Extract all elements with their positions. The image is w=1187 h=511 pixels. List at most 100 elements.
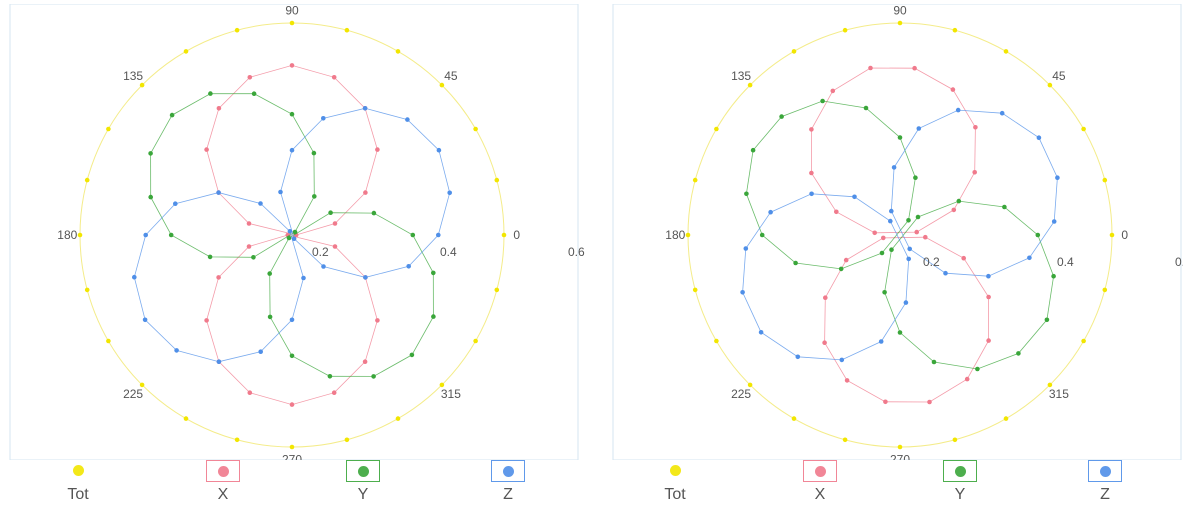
legend-swatch-box [658, 460, 692, 482]
data-point-z [173, 201, 178, 206]
legend-label: X [217, 486, 229, 503]
data-point-x [961, 255, 966, 261]
data-point-y [328, 210, 333, 215]
data-point-x [375, 147, 380, 152]
data-point-tot [84, 177, 90, 183]
data-point-x [216, 275, 221, 280]
data-point-y [409, 352, 415, 358]
series-x-lobe [824, 236, 989, 403]
data-point-tot [106, 338, 111, 344]
data-point-tot [1047, 382, 1053, 388]
data-point-z [258, 349, 263, 355]
data-point-z [216, 190, 221, 195]
data-point-y [431, 270, 436, 276]
data-point-tot [791, 416, 797, 421]
angular-tick-label: 0 [513, 228, 520, 242]
data-point-x [204, 147, 209, 152]
data-point-tot [747, 382, 753, 388]
data-point-x [289, 402, 295, 407]
legend-item-tot[interactable]: Tot [33, 460, 123, 508]
series-x [809, 65, 991, 405]
data-point-tot [494, 177, 500, 183]
data-point-tot [952, 437, 958, 443]
data-point-z [1027, 255, 1032, 261]
angular-tick-label: 135 [123, 69, 143, 83]
legend-item-z[interactable]: Z [1060, 460, 1150, 508]
data-point-z [1036, 135, 1042, 140]
data-point-z [852, 194, 857, 200]
data-point-y [897, 135, 903, 140]
data-point-x [914, 229, 919, 235]
data-point-tot [501, 232, 507, 238]
data-point-tot [692, 287, 698, 293]
data-point-z [289, 317, 295, 323]
data-point-tot [692, 177, 698, 183]
data-point-y [975, 366, 980, 372]
data-point-y [148, 194, 153, 200]
data-point-tot [494, 287, 500, 293]
angular-tick-label: 315 [441, 387, 461, 401]
data-point-tot [395, 416, 401, 421]
data-point-z [916, 126, 922, 131]
series-y-lobe [745, 100, 916, 270]
data-point-z [1055, 175, 1060, 180]
data-point-x [927, 399, 932, 405]
data-point-x [843, 257, 849, 263]
data-point-tot [1081, 126, 1086, 132]
data-point-y [410, 232, 416, 238]
data-point-z [278, 189, 283, 195]
data-point-y [371, 210, 377, 216]
data-point-tot [1109, 232, 1115, 238]
data-point-x [950, 87, 956, 92]
data-point-tot [106, 126, 111, 132]
legend-dot [669, 465, 681, 476]
data-point-y [207, 254, 213, 260]
radial-tick-label: 0.6 [1175, 255, 1183, 269]
data-point-tot [473, 126, 478, 132]
legend-item-y[interactable]: Y [915, 460, 1005, 508]
data-point-x [912, 65, 917, 71]
data-point-x [986, 338, 991, 343]
angular-tick-label: 45 [1052, 69, 1066, 83]
data-point-x [830, 88, 836, 94]
data-point-x [332, 221, 338, 226]
data-point-tot [1102, 287, 1108, 293]
legend-item-y[interactable]: Y [318, 460, 408, 508]
data-point-tot [897, 444, 903, 450]
data-point-z [321, 264, 326, 269]
legend-label: Y [954, 486, 966, 503]
data-point-z [878, 339, 884, 344]
data-point-x [822, 340, 827, 346]
legend-item-tot[interactable]: Tot [630, 460, 720, 508]
data-point-tot [714, 338, 719, 344]
data-point-tot [1047, 82, 1053, 88]
data-point-y [431, 314, 436, 319]
series-z-lobe [742, 193, 910, 361]
data-point-x [363, 190, 368, 195]
data-point-y [251, 91, 257, 96]
data-point-tot [289, 20, 295, 26]
angular-tick-label: 0 [1121, 228, 1128, 242]
angular-tick-label: 270 [890, 453, 910, 460]
legend-label: Tot [67, 486, 89, 503]
data-point-tot [842, 27, 848, 33]
legend-swatch-box [943, 460, 977, 482]
legend-item-z[interactable]: Z [463, 460, 553, 508]
data-point-z [362, 106, 368, 111]
legend-dot [217, 466, 229, 477]
data-point-z [986, 273, 991, 279]
legend-item-x[interactable]: X [178, 460, 268, 508]
data-point-tot [289, 444, 295, 450]
series-tot [685, 20, 1115, 450]
legend-item-x[interactable]: X [775, 460, 865, 508]
data-point-y [148, 151, 153, 156]
data-point-z [740, 290, 745, 295]
angular-tick-label: 90 [893, 4, 907, 17]
data-point-y [1051, 273, 1056, 279]
data-point-y [169, 112, 175, 118]
series-y [744, 98, 1056, 372]
data-point-z [809, 191, 814, 197]
data-point-y [889, 247, 894, 252]
